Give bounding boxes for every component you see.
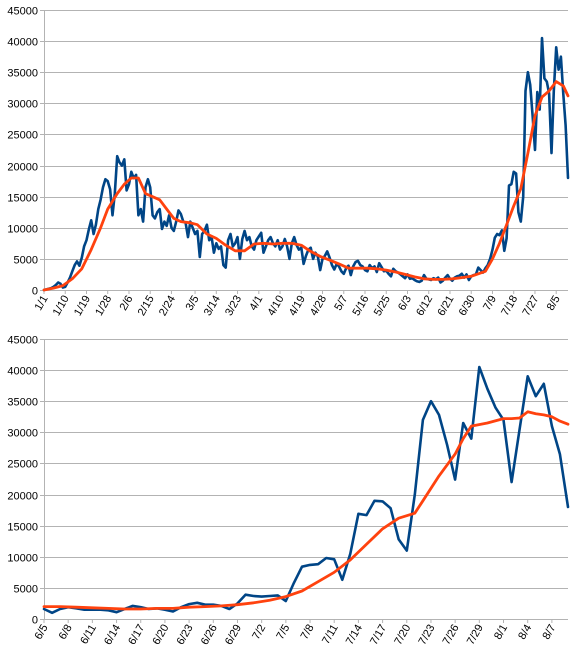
x-tick-label: 6/14 <box>102 623 123 648</box>
x-tick-label: 6/23 <box>175 622 196 647</box>
y-tick-label: 5000 <box>14 584 38 596</box>
y-tick-label: 0 <box>32 286 38 298</box>
chart-bottom: 0 5000 10000 15000 20000 25000 30000 35000 40000… <box>7 335 570 648</box>
x-tick-label: 6/20 <box>150 622 171 647</box>
y-tick-label: 15000 <box>7 522 38 534</box>
y-tick-label: 15000 <box>7 193 38 205</box>
y-tick-label: 10000 <box>7 224 38 236</box>
x-tick-label: 3/5 <box>184 294 202 313</box>
x-tick-label: 5/7 <box>332 294 350 313</box>
x-tick-label: 8/4 <box>516 623 534 642</box>
y-tick-label: 30000 <box>7 428 38 440</box>
gridlines <box>40 10 568 291</box>
chart-top: 0 5000 10000 15000 20000 25000 30000 35000 40000… <box>7 6 570 318</box>
x-tick-label: 6/12 <box>414 293 435 318</box>
x-tick-label: 1/10 <box>51 293 72 318</box>
gridlines <box>40 339 568 620</box>
x-tick-label: 7/23 <box>416 623 437 648</box>
y-tick-label: 40000 <box>7 37 38 49</box>
x-axis: 6/5 6/8 6/11 6/14 6/17 6/20 6/23 6/26 6/29 7/2 7/5… <box>33 619 558 648</box>
x-tick-label: 7/20 <box>392 623 413 648</box>
y-tick-label: 20000 <box>7 162 38 174</box>
x-tick-label: 6/8 <box>57 623 75 642</box>
series-line-daily <box>42 365 570 615</box>
x-tick-label: 8/5 <box>545 294 563 313</box>
x-tick-label: 4/28 <box>308 293 329 318</box>
x-tick-label: 7/29 <box>465 622 486 647</box>
x-tick-label: 6/17 <box>126 622 147 647</box>
x-tick-label: 6/26 <box>199 623 220 648</box>
x-tick-label: 5/25 <box>372 294 393 319</box>
x-tick-label: 7/2 <box>250 623 268 642</box>
y-axis: 0 5000 10000 15000 20000 25000 30000 35000 40000… <box>7 335 38 627</box>
x-tick-label: 6/29 <box>223 623 244 648</box>
x-tick-label: 2/24 <box>157 294 178 319</box>
x-tick-label: 2/6 <box>118 294 136 313</box>
series-line-daily <box>42 36 570 292</box>
x-tick-label: 2/15 <box>136 293 157 318</box>
y-tick-label: 25000 <box>7 130 38 142</box>
x-tick-label: 6/30 <box>457 293 478 318</box>
x-tick-label: 5/16 <box>350 293 371 318</box>
y-tick-label: 35000 <box>7 397 38 409</box>
x-tick-label: 7/17 <box>368 623 389 648</box>
y-tick-label: 45000 <box>7 335 38 347</box>
y-tick-label: 35000 <box>7 68 38 80</box>
y-axis: 0 5000 10000 15000 20000 25000 30000 35000 40000… <box>7 6 38 298</box>
series-line-average <box>42 80 570 292</box>
y-tick-label: 45000 <box>7 6 38 18</box>
y-tick-label: 20000 <box>7 491 38 503</box>
x-tick-label: 4/10 <box>266 293 287 318</box>
x-tick-label: 6/11 <box>78 623 99 647</box>
x-tick-label: 7/18 <box>499 293 520 318</box>
x-tick-label: 3/23 <box>223 293 244 318</box>
x-tick-label: 8/7 <box>540 623 558 642</box>
y-tick-label: 40000 <box>7 366 38 378</box>
x-tick-label: 7/14 <box>344 623 365 648</box>
x-tick-label: 7/11 <box>320 622 341 646</box>
x-tick-label: 6/3 <box>396 294 414 313</box>
y-tick-label: 25000 <box>7 459 38 471</box>
y-tick-label: 30000 <box>7 99 38 111</box>
x-tick-label: 3/14 <box>202 293 223 318</box>
x-tick-label: 7/9 <box>481 294 499 313</box>
y-tick-label: 5000 <box>14 255 38 267</box>
x-axis: 1/1 1/10 1/19 1/28 2/6 2/15 2/24 3/5 3/14 3/23 4/1… <box>33 290 563 318</box>
x-tick-label: 4/1 <box>247 294 265 313</box>
x-tick-label: 6/21 <box>435 294 456 319</box>
x-tick-label: 7/8 <box>299 622 317 641</box>
x-tick-label: 8/1 <box>492 622 510 641</box>
y-tick-label: 10000 <box>7 553 38 565</box>
x-tick-label: 7/5 <box>274 622 292 641</box>
x-tick-label: 7/27 <box>520 294 541 319</box>
x-tick-label: 7/26 <box>441 622 462 647</box>
x-tick-label: 1/19 <box>72 294 93 319</box>
x-tick-label: 4/19 <box>287 294 308 319</box>
x-tick-label: 1/28 <box>93 293 114 318</box>
y-tick-label: 0 <box>32 615 38 627</box>
series-line-average <box>42 410 570 611</box>
